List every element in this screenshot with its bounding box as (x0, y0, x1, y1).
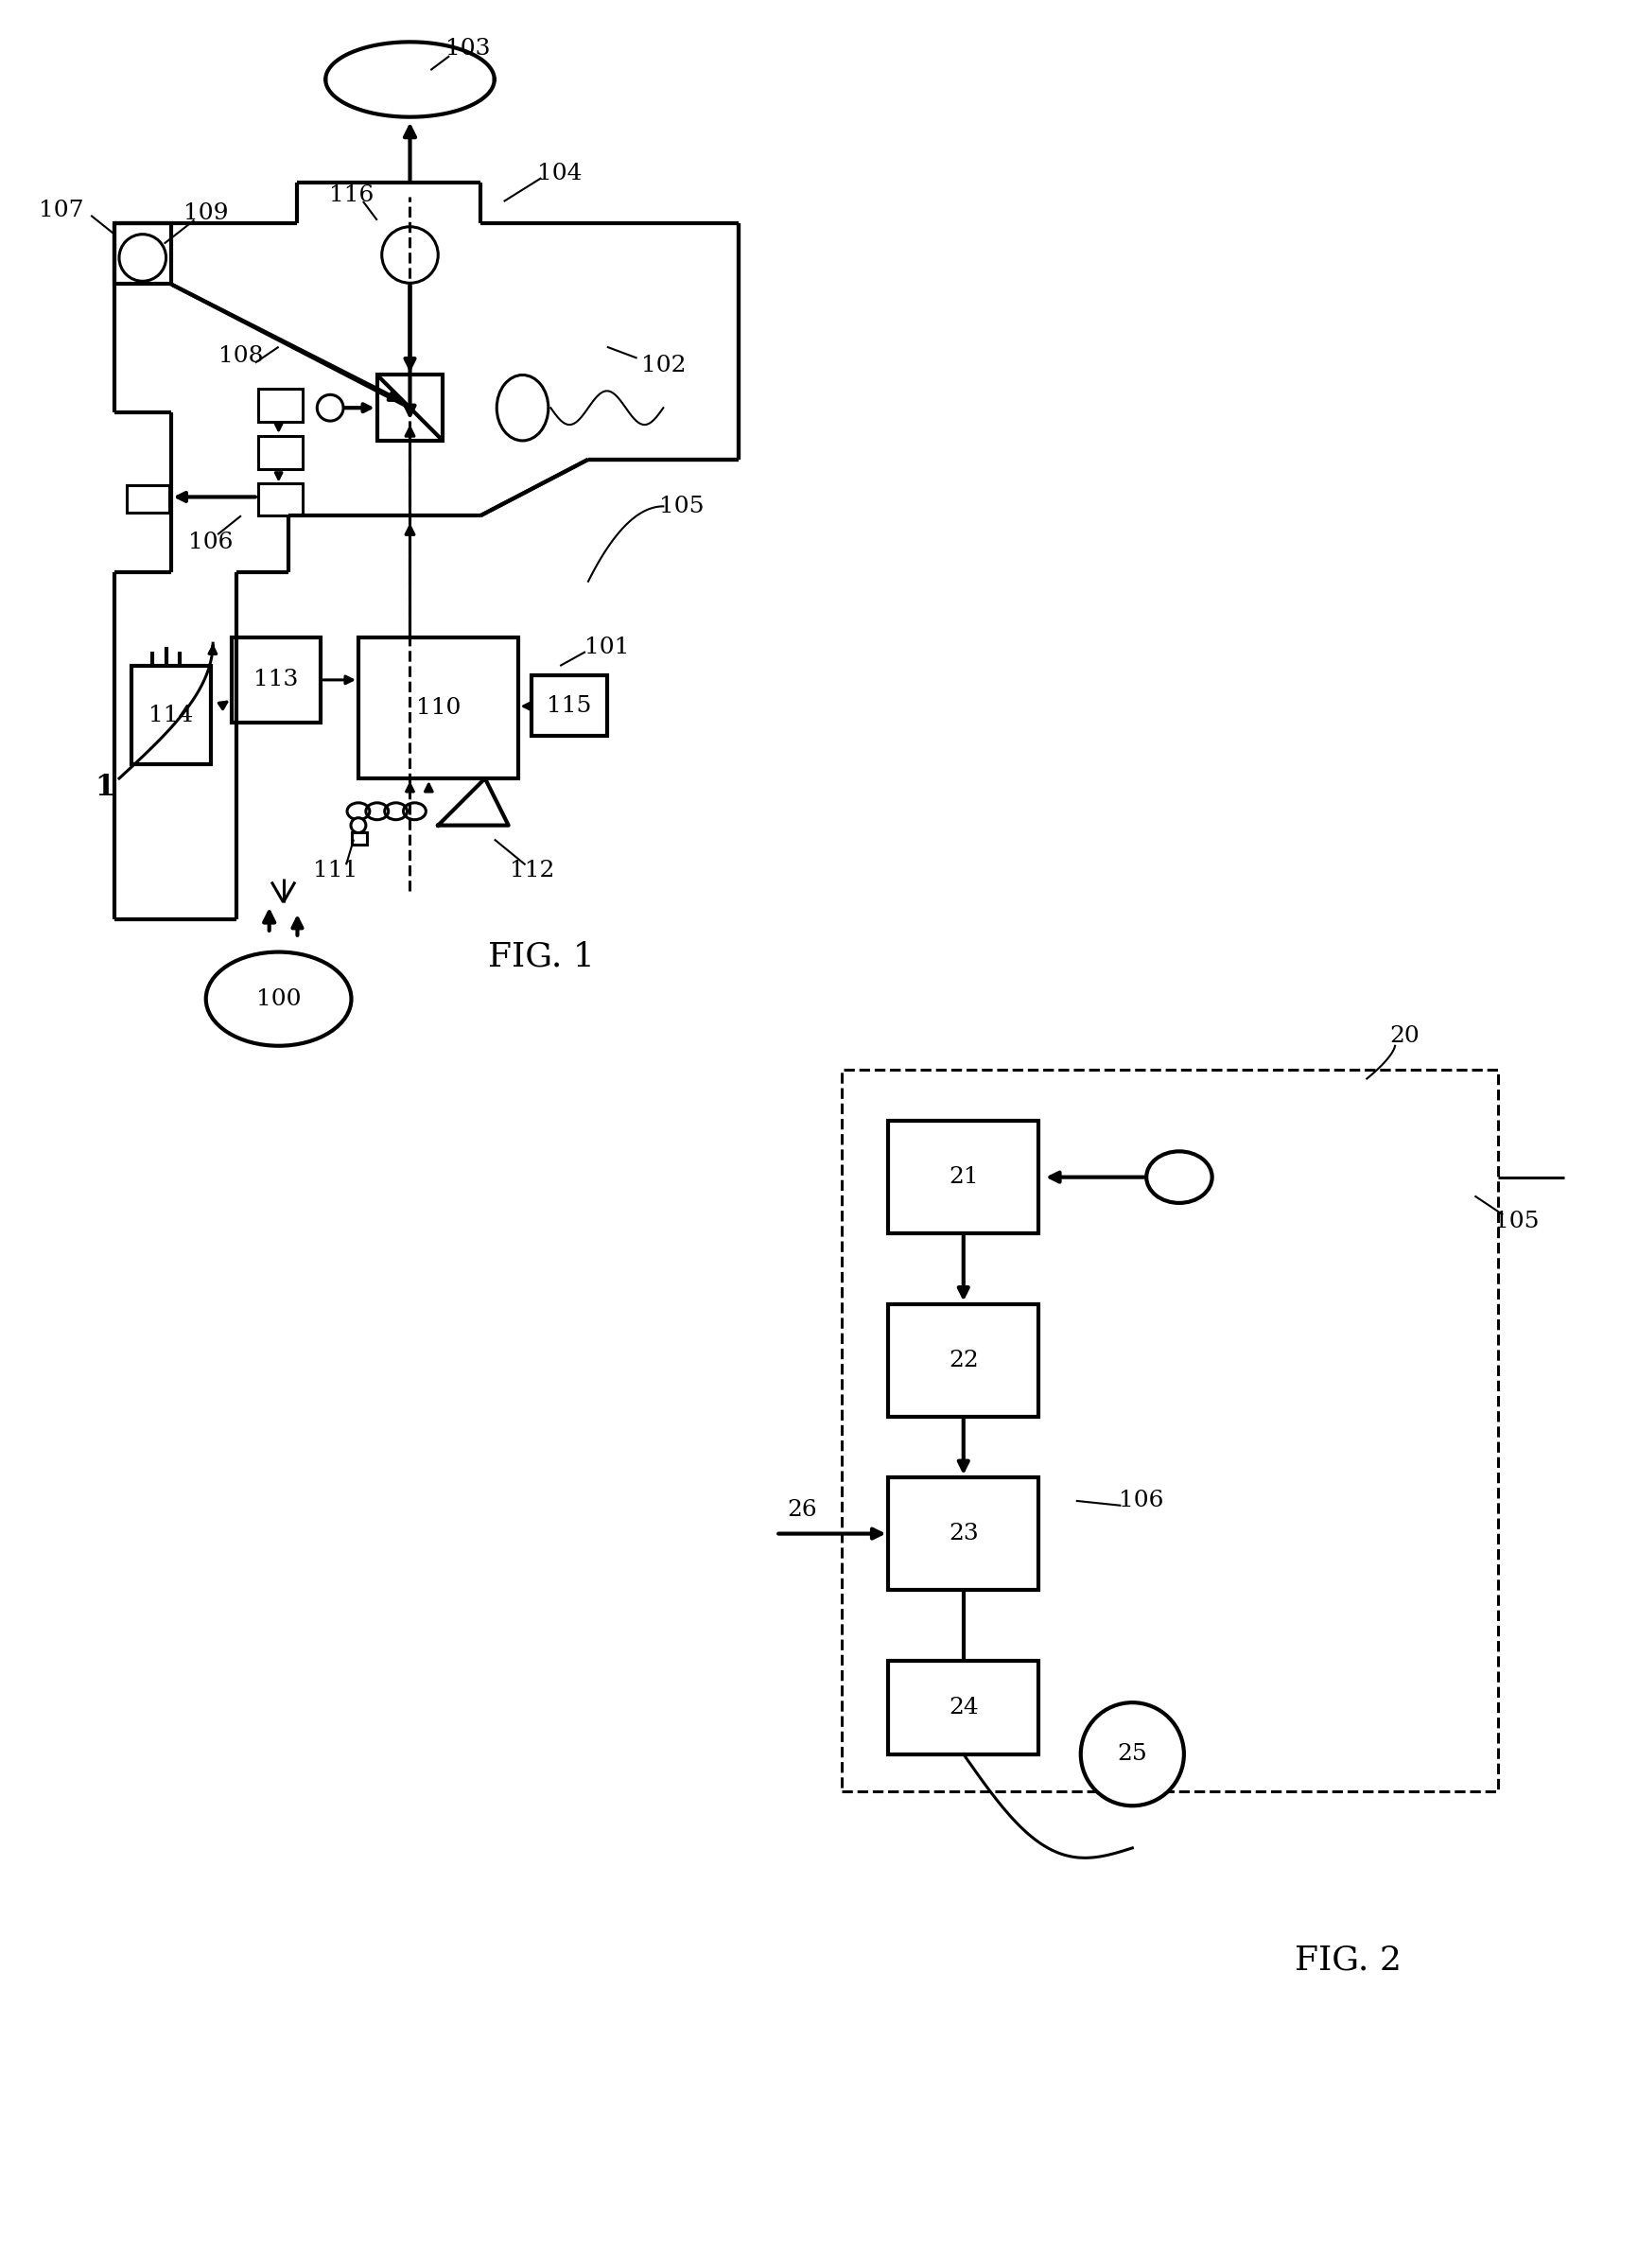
Text: 22: 22 (948, 1349, 978, 1370)
Text: 110: 110 (416, 696, 460, 719)
Bar (888, 1304, 1038, 1418)
Bar (131, 667, 211, 764)
Text: 108: 108 (218, 345, 264, 367)
Text: 1: 1 (95, 773, 115, 803)
Bar (231, 637, 321, 721)
Bar (352, 832, 367, 846)
Bar (888, 1120, 1038, 1234)
Text: 111: 111 (313, 860, 357, 882)
Circle shape (351, 819, 365, 832)
Text: 116: 116 (329, 184, 373, 206)
Bar (377, 374, 442, 440)
Text: 105: 105 (660, 494, 704, 517)
Circle shape (120, 234, 165, 281)
Bar (359, 637, 518, 778)
Bar (888, 1660, 1038, 1753)
Text: 103: 103 (446, 39, 491, 59)
Bar (259, 435, 303, 469)
Text: 26: 26 (788, 1499, 817, 1522)
Bar (532, 676, 608, 737)
Text: 101: 101 (585, 637, 629, 658)
Text: 20: 20 (1389, 1025, 1420, 1048)
Bar (842, 1068, 1499, 1792)
Ellipse shape (496, 374, 549, 440)
Bar (259, 390, 303, 422)
Ellipse shape (1147, 1152, 1212, 1202)
Text: 24: 24 (948, 1696, 978, 1719)
Text: 104: 104 (537, 163, 583, 184)
Text: FIG. 1: FIG. 1 (488, 941, 595, 973)
Text: 112: 112 (509, 860, 554, 882)
Bar (259, 483, 303, 515)
Text: 114: 114 (149, 705, 193, 726)
Text: 23: 23 (948, 1522, 978, 1545)
Bar (126, 485, 169, 513)
Text: 106: 106 (1119, 1490, 1165, 1513)
Text: 106: 106 (188, 531, 234, 553)
Text: 107: 107 (39, 200, 84, 222)
Ellipse shape (206, 953, 351, 1046)
Text: 109: 109 (183, 202, 229, 225)
Circle shape (382, 227, 437, 284)
Text: 102: 102 (640, 354, 686, 376)
Text: 113: 113 (254, 669, 298, 692)
Bar (115, 222, 170, 284)
Bar (888, 1476, 1038, 1590)
Ellipse shape (318, 395, 344, 422)
Text: 105: 105 (1494, 1211, 1540, 1232)
Text: 21: 21 (948, 1166, 978, 1188)
Text: 25: 25 (1117, 1744, 1147, 1765)
Text: 100: 100 (256, 989, 301, 1009)
Text: FIG. 2: FIG. 2 (1294, 1944, 1402, 1978)
Text: 115: 115 (547, 696, 591, 717)
Circle shape (1081, 1703, 1184, 1805)
